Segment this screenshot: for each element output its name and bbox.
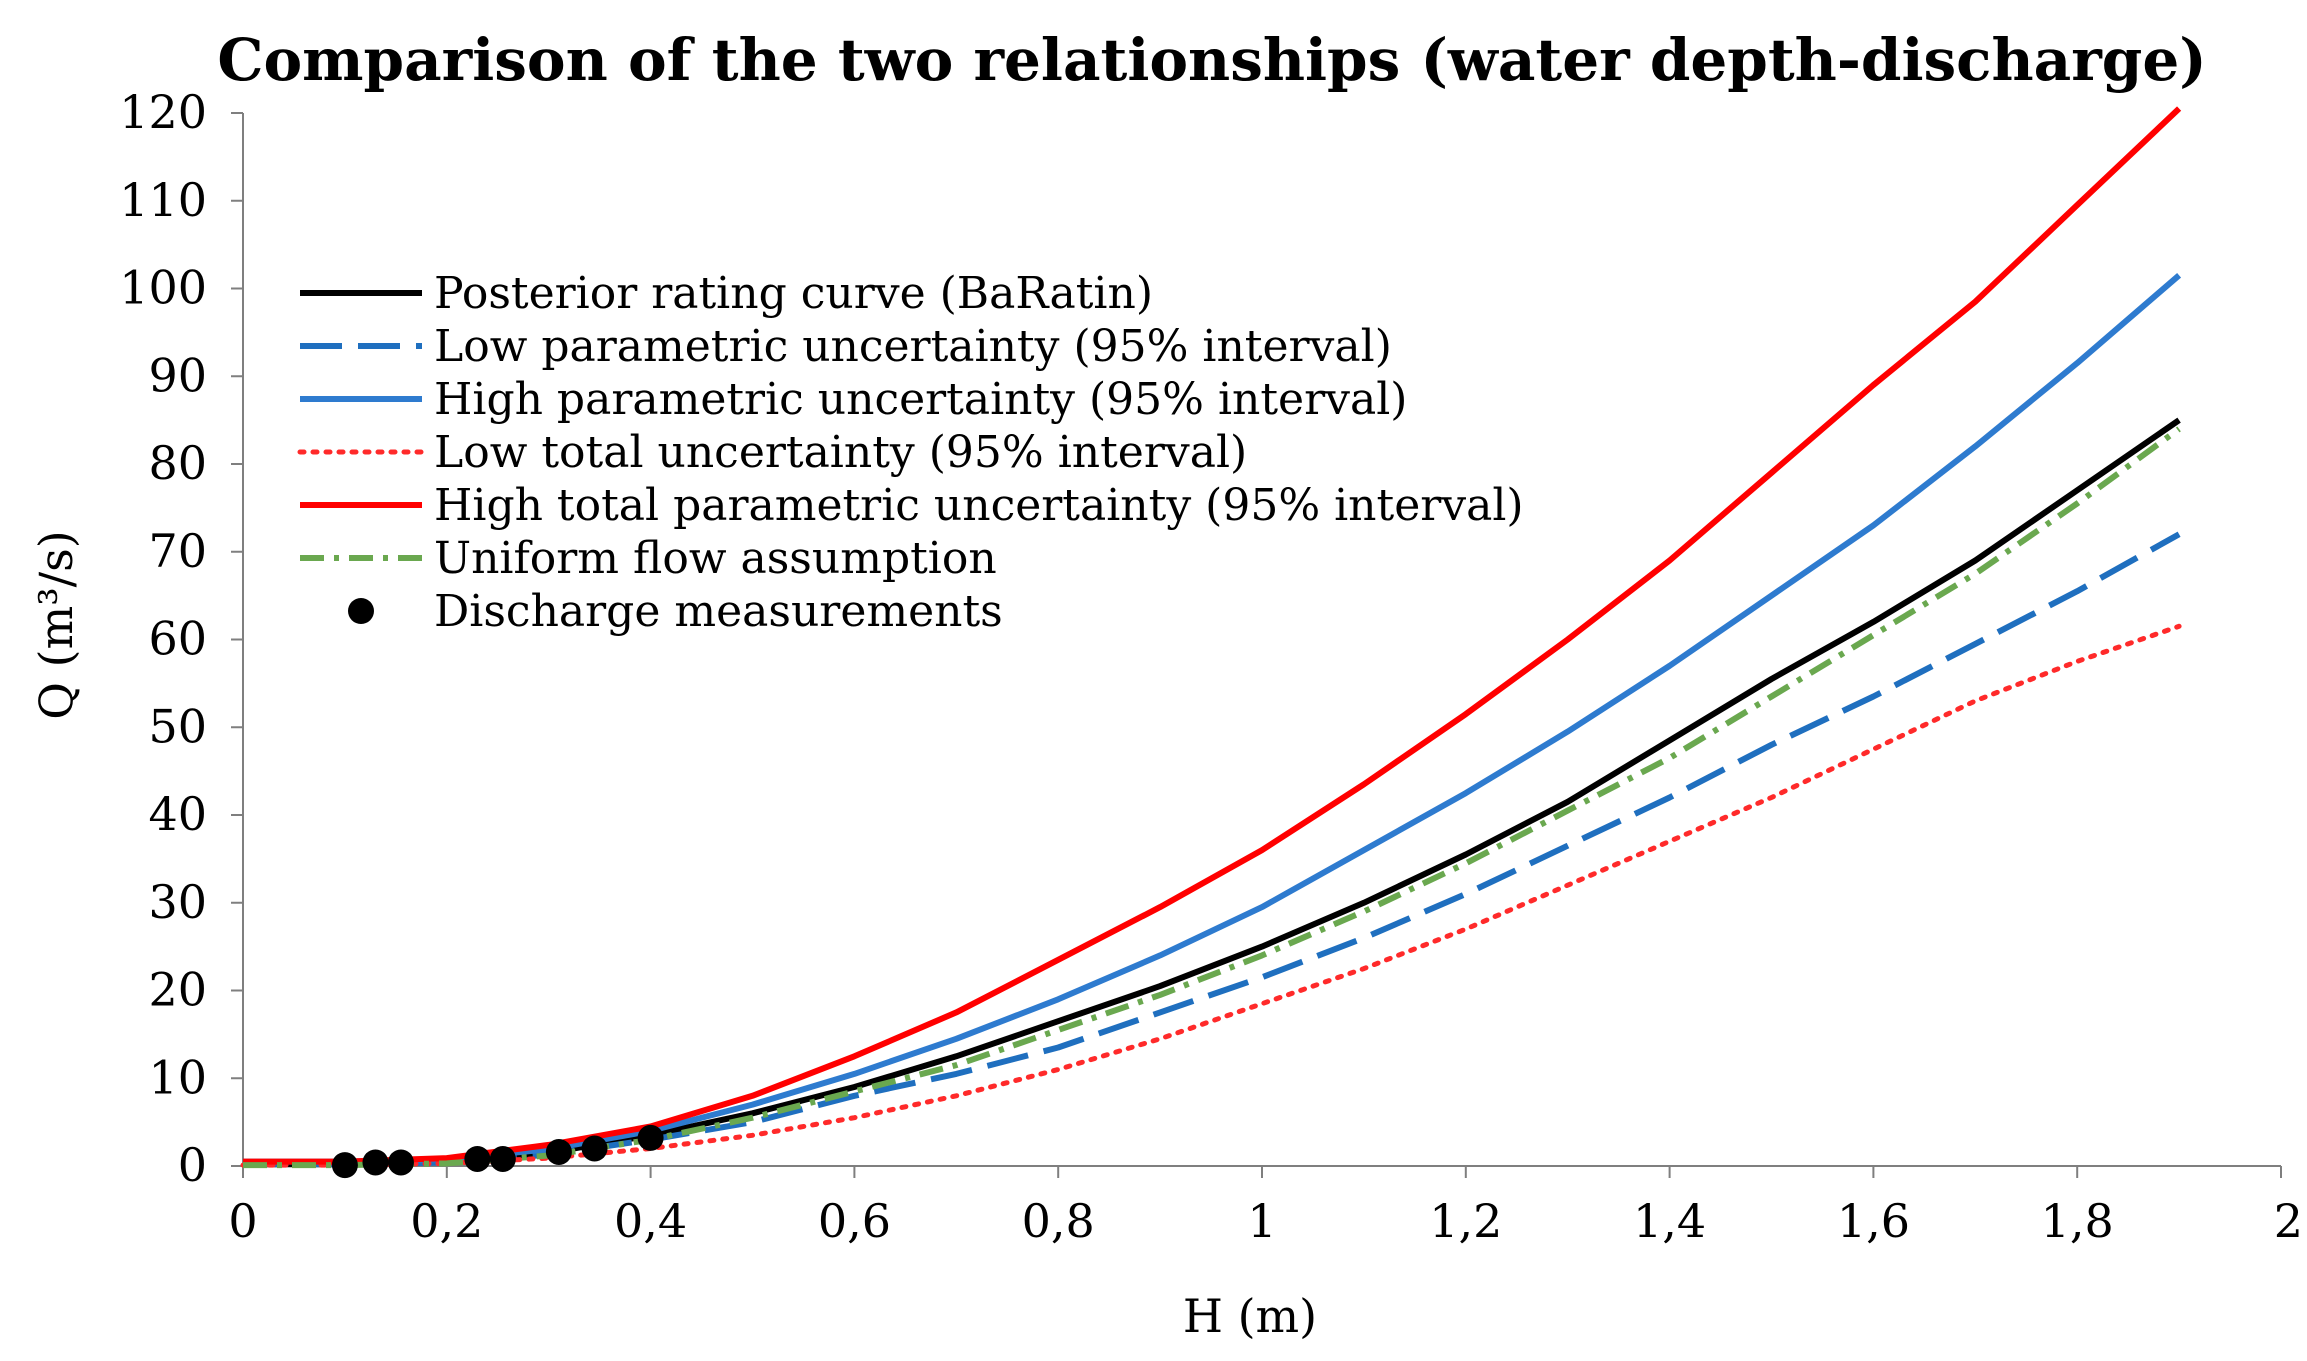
x-tick-label: 2 bbox=[2274, 1194, 2303, 1248]
legend-label-1: Posterior rating curve (BaRatin) bbox=[434, 268, 1153, 319]
x-tick-label: 1,6 bbox=[1837, 1194, 1910, 1248]
y-tick-label: 0 bbox=[178, 1138, 207, 1192]
x-axis-label: H (m) bbox=[1183, 1289, 1317, 1343]
measurement-point bbox=[387, 1149, 414, 1176]
legend-label-6: Uniform flow assumption bbox=[434, 533, 997, 584]
y-axis-label: Q (m³/s) bbox=[29, 530, 83, 719]
y-tick-label: 30 bbox=[148, 875, 207, 929]
x-tick-label: 1,8 bbox=[2041, 1194, 2114, 1248]
y-tick-label: 80 bbox=[148, 436, 207, 490]
x-tick-label: 0,8 bbox=[1022, 1194, 1095, 1248]
plot-area: 0 10 20 30 40 50 60 70 80 90 100 110 120 0 0,2 0,4 0,6 0,… bbox=[119, 85, 2303, 1248]
legend-label-2: Low parametric uncertainty (95% interval… bbox=[434, 321, 1392, 372]
x-tick-label: 0 bbox=[228, 1194, 257, 1248]
y-tick-label: 10 bbox=[148, 1050, 207, 1104]
measurement-point bbox=[489, 1145, 516, 1172]
x-tick-label: 0,2 bbox=[410, 1194, 483, 1248]
measurement-point bbox=[581, 1135, 608, 1162]
x-tick-label: 1,4 bbox=[1633, 1194, 1706, 1248]
legend-label-5: High total parametric uncertainty (95% i… bbox=[434, 480, 1524, 531]
y-tick-label: 90 bbox=[148, 348, 207, 402]
measurement-point bbox=[637, 1124, 664, 1151]
x-tick-label: 0,4 bbox=[614, 1194, 687, 1248]
legend-label-3: High parametric uncertainty (95% interva… bbox=[434, 374, 1407, 425]
measurement-point bbox=[464, 1145, 491, 1172]
y-tick-label: 60 bbox=[148, 612, 207, 666]
series-line-1 bbox=[243, 417, 2181, 1168]
y-tick-label: 110 bbox=[119, 173, 207, 227]
y-tick-label: 100 bbox=[119, 261, 207, 315]
legend-swatch-measurements bbox=[348, 598, 374, 624]
legend-label-4: Low total uncertainty (95% interval) bbox=[434, 427, 1247, 478]
series-line-4 bbox=[240, 623, 2182, 1168]
measurement-point bbox=[545, 1138, 572, 1165]
y-tick-label: 50 bbox=[148, 699, 207, 753]
measurement-point bbox=[331, 1152, 358, 1179]
x-tick-label: 1,2 bbox=[1429, 1194, 1502, 1248]
measurement-point bbox=[362, 1149, 389, 1176]
y-tick-label: 120 bbox=[119, 85, 207, 139]
chart-title: Comparison of the two relationships (wat… bbox=[217, 26, 2206, 94]
series-line-6 bbox=[243, 426, 2181, 1169]
x-tick-label: 1 bbox=[1247, 1194, 1276, 1248]
legend-label-measurements: Discharge measurements bbox=[434, 586, 1003, 637]
y-tick-label: 20 bbox=[148, 963, 207, 1017]
y-tick-label: 40 bbox=[148, 787, 207, 841]
x-tick-label: 0,6 bbox=[818, 1194, 891, 1248]
y-tick-label: 70 bbox=[148, 524, 207, 578]
